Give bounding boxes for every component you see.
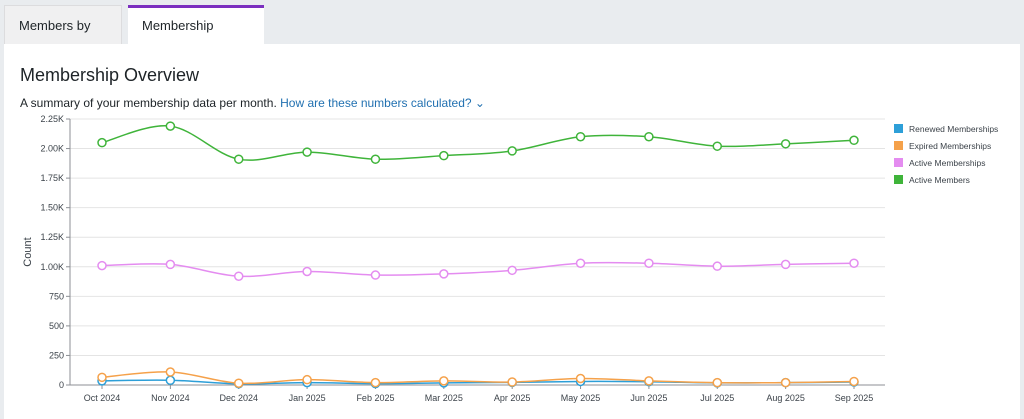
y-tick-label: 1.00K xyxy=(40,262,64,272)
data-point-expired-memberships[interactable] xyxy=(575,373,586,384)
y-tick-label: 2.00K xyxy=(40,144,64,154)
data-point-expired-memberships[interactable] xyxy=(97,372,107,383)
x-tick-label: Oct 2024 xyxy=(84,393,121,403)
y-axis-label: Count xyxy=(22,237,34,266)
data-point-active-members[interactable] xyxy=(644,131,654,142)
y-axis: 0 250 500 750 1.00K 1.25K 1.50K 1.75K 2.00K 2.25K xyxy=(40,114,71,390)
legend-item[interactable]: Renewed Memberships xyxy=(894,120,998,137)
chart-series xyxy=(97,121,859,389)
x-tick-label: Feb 2025 xyxy=(356,393,394,403)
data-point-active-members[interactable] xyxy=(780,139,791,149)
x-tick-label: Jun 2025 xyxy=(630,393,667,403)
x-tick-label: Jul 2025 xyxy=(700,393,734,403)
data-point-active-memberships[interactable] xyxy=(233,271,244,281)
data-point-expired-memberships[interactable] xyxy=(370,377,381,388)
data-point-expired-memberships[interactable] xyxy=(780,377,791,388)
data-point-active-members[interactable] xyxy=(302,147,312,157)
data-point-active-members[interactable] xyxy=(849,135,859,146)
membership-line-chart: 0 250 500 750 1.00K 1.25K 1.50K 1.75K 2.00K 2.25K… xyxy=(22,114,885,403)
data-point-active-memberships[interactable] xyxy=(849,258,859,268)
data-point-active-members[interactable] xyxy=(575,131,586,142)
legend-label: Expired Memberships xyxy=(909,140,992,151)
y-tick-label: 2.25K xyxy=(40,114,64,124)
x-tick-label: Sep 2025 xyxy=(835,393,874,403)
data-point-active-memberships[interactable] xyxy=(575,258,586,268)
summary-line: A summary of your membership data per mo… xyxy=(20,96,485,110)
x-tick-label: Mar 2025 xyxy=(425,393,463,403)
data-point-active-members[interactable] xyxy=(165,121,176,131)
data-point-active-memberships[interactable] xyxy=(712,261,723,271)
data-point-expired-memberships[interactable] xyxy=(712,377,723,388)
legend-swatch xyxy=(894,175,903,184)
data-point-active-memberships[interactable] xyxy=(165,259,176,270)
data-point-active-memberships[interactable] xyxy=(780,259,791,270)
legend-swatch xyxy=(894,158,903,167)
data-point-active-members[interactable] xyxy=(97,137,107,148)
series-line-active-members xyxy=(101,125,855,161)
help-link-label: How are these numbers calculated? xyxy=(280,96,472,110)
data-point-active-memberships[interactable] xyxy=(97,260,107,271)
chevron-down-icon: ⌄ xyxy=(474,96,485,110)
legend-item[interactable]: Expired Memberships xyxy=(894,137,998,154)
y-tick-label: 500 xyxy=(49,321,64,331)
data-point-expired-memberships[interactable] xyxy=(849,376,859,387)
y-tick-label: 250 xyxy=(49,350,64,360)
legend-swatch xyxy=(894,124,903,133)
data-point-expired-memberships[interactable] xyxy=(302,374,312,385)
data-point-expired-memberships[interactable] xyxy=(439,376,449,386)
x-tick-label: Dec 2024 xyxy=(219,393,258,403)
data-point-expired-memberships[interactable] xyxy=(507,377,517,387)
data-point-active-memberships[interactable] xyxy=(370,270,381,280)
x-axis: Oct 2024 Nov 2024 Dec 2024 Jan 2025 Feb 2025… xyxy=(70,384,885,403)
data-point-active-members[interactable] xyxy=(439,150,449,161)
chart-legend: Renewed Memberships Expired Memberships Ac… xyxy=(894,120,998,188)
legend-label: Active Memberships xyxy=(909,157,986,168)
legend-label: Renewed Memberships xyxy=(909,123,999,134)
y-tick-label: 1.25K xyxy=(40,232,64,242)
data-point-active-members[interactable] xyxy=(507,146,517,156)
tab-membership-overview[interactable]: Membership Overview xyxy=(128,5,264,68)
y-tick-label: 1.75K xyxy=(40,173,64,183)
y-tick-label: 1.50K xyxy=(40,203,64,213)
legend-item[interactable]: Active Members xyxy=(894,171,998,188)
help-link[interactable]: How are these numbers calculated? ⌄ xyxy=(280,96,485,110)
data-point-expired-memberships[interactable] xyxy=(233,378,244,388)
legend-swatch xyxy=(894,141,903,150)
x-tick-label: Apr 2025 xyxy=(494,393,531,403)
data-point-active-members[interactable] xyxy=(712,141,723,151)
y-tick-label: 750 xyxy=(49,291,64,301)
summary-text: A summary of your membership data per mo… xyxy=(20,96,277,110)
legend-label: Active Members xyxy=(909,174,970,185)
x-tick-label: Jan 2025 xyxy=(289,393,326,403)
chart-gridlines xyxy=(70,118,885,386)
series-line-active-memberships xyxy=(101,261,855,278)
data-point-active-members[interactable] xyxy=(370,154,381,164)
data-point-renewed-memberships[interactable] xyxy=(165,375,176,386)
x-tick-label: Nov 2024 xyxy=(151,393,190,403)
data-point-active-members[interactable] xyxy=(233,154,244,164)
data-point-expired-memberships[interactable] xyxy=(644,376,654,386)
x-tick-label: May 2025 xyxy=(561,393,601,403)
data-point-active-memberships[interactable] xyxy=(507,265,517,276)
series-line-expired-memberships xyxy=(101,371,855,385)
x-tick-label: Aug 2025 xyxy=(766,393,805,403)
data-point-active-memberships[interactable] xyxy=(302,266,312,277)
data-point-active-memberships[interactable] xyxy=(439,269,449,279)
page-title: Membership Overview xyxy=(20,65,200,85)
tab-bar: Members by Level Membership Overview xyxy=(0,0,1024,72)
data-point-active-memberships[interactable] xyxy=(644,258,654,268)
legend-item[interactable]: Active Memberships xyxy=(894,154,998,171)
y-tick-label: 0 xyxy=(59,380,64,390)
data-point-expired-memberships[interactable] xyxy=(165,367,176,377)
tab-members-by-level[interactable]: Members by Level xyxy=(4,5,122,72)
content-panel xyxy=(4,44,1020,419)
